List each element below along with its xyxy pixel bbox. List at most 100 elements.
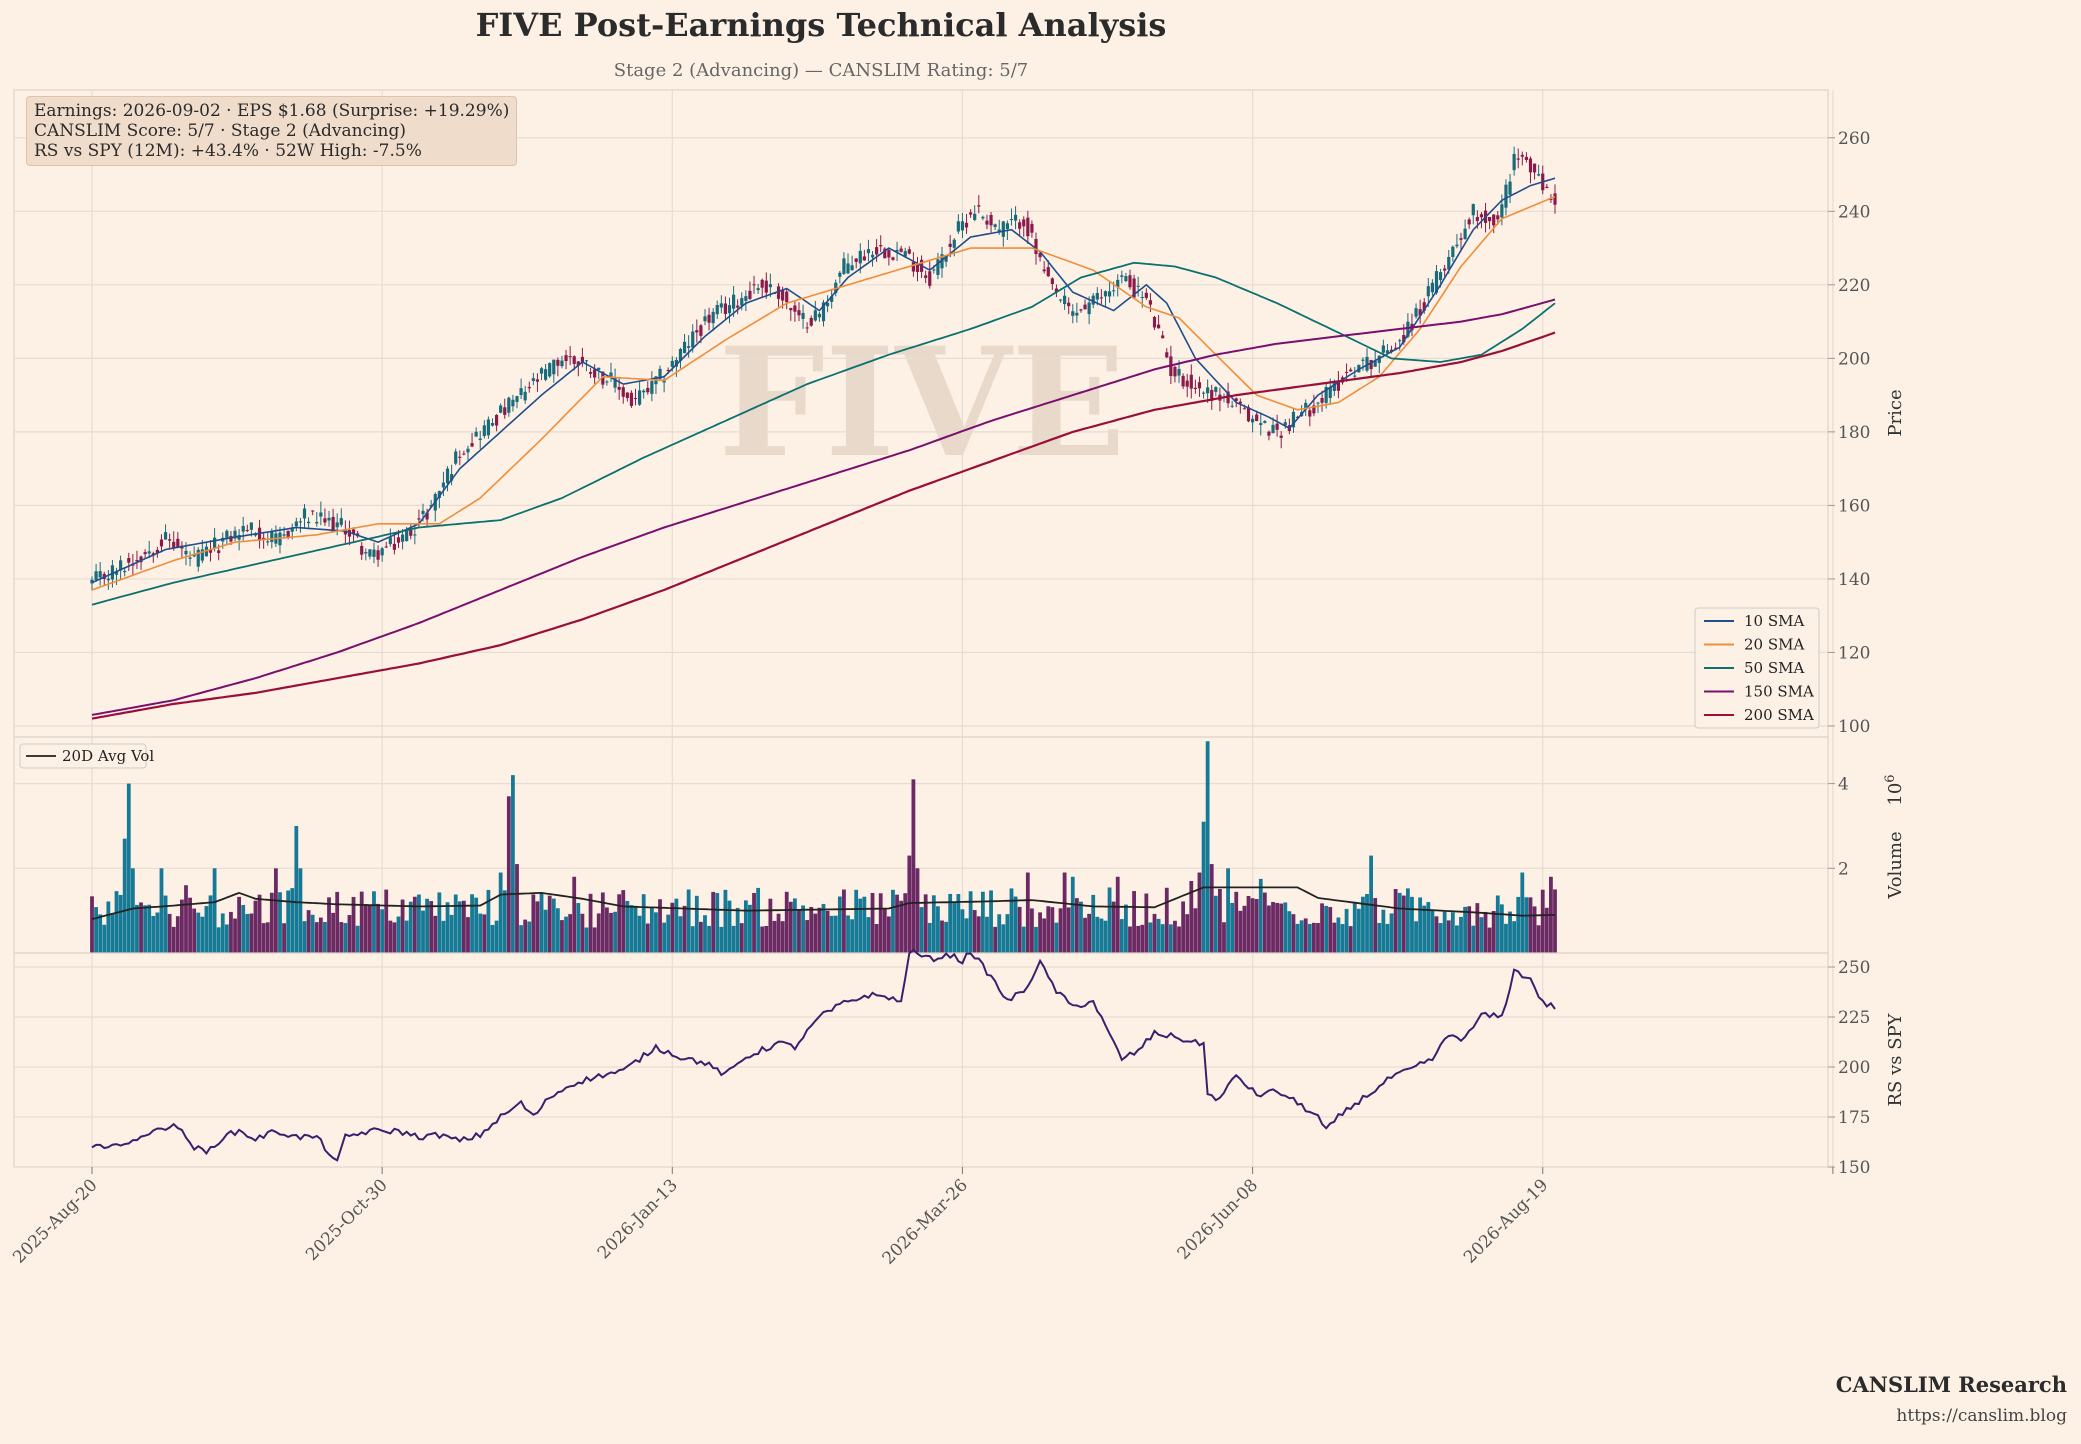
candle-body bbox=[482, 425, 486, 437]
volume-bar bbox=[1074, 898, 1079, 953]
candle-body bbox=[119, 560, 123, 571]
candle-body bbox=[392, 543, 397, 550]
volume-bar bbox=[703, 915, 707, 953]
candle-body bbox=[1030, 223, 1034, 233]
candle-body bbox=[1418, 309, 1422, 316]
volume-bar bbox=[1152, 913, 1157, 953]
avg-volume-line bbox=[91, 886, 1556, 920]
volume-bar bbox=[135, 904, 139, 953]
volume-bar bbox=[797, 909, 801, 953]
volume-bar bbox=[188, 897, 192, 953]
candle-body bbox=[638, 390, 642, 405]
price-tick-label: 120 bbox=[1838, 643, 1870, 663]
volume-bar bbox=[809, 906, 814, 953]
volume-bar bbox=[433, 915, 438, 953]
volume-bar bbox=[351, 896, 356, 953]
volume-bar bbox=[122, 838, 127, 953]
volume-bar bbox=[1136, 925, 1141, 953]
volume-bar bbox=[175, 916, 180, 953]
candle-body bbox=[1185, 380, 1189, 387]
volume-bar bbox=[143, 905, 148, 953]
volume-bar bbox=[502, 890, 507, 953]
volume-bar bbox=[359, 891, 364, 953]
volume-bar bbox=[592, 927, 597, 953]
legend-label: 10 SMA bbox=[1744, 612, 1804, 630]
volume-bar bbox=[1324, 905, 1329, 953]
price-tick-label: 220 bbox=[1838, 276, 1870, 296]
candle-body bbox=[474, 431, 478, 437]
candle-body bbox=[270, 531, 274, 543]
volume-bar bbox=[118, 894, 123, 953]
candle-body bbox=[584, 360, 589, 362]
candle-body bbox=[1430, 282, 1435, 293]
volume-bar bbox=[282, 923, 286, 953]
candle-body bbox=[936, 259, 940, 275]
candle-body bbox=[1488, 217, 1492, 222]
volume-bar bbox=[960, 909, 965, 953]
candle-body bbox=[1451, 246, 1455, 257]
candle-body bbox=[621, 387, 625, 397]
candle-body bbox=[1112, 290, 1116, 292]
volume-bar bbox=[1381, 909, 1386, 953]
volume-bar bbox=[1528, 897, 1533, 953]
volume-bar bbox=[903, 893, 908, 953]
volume-bar bbox=[441, 920, 446, 953]
candle-body bbox=[670, 360, 674, 367]
candle-body bbox=[1177, 368, 1181, 376]
candle-body bbox=[981, 216, 985, 219]
candle-body bbox=[1246, 407, 1251, 422]
candle-body bbox=[1524, 156, 1528, 160]
volume-bar bbox=[1512, 921, 1517, 953]
candle-body bbox=[944, 255, 948, 262]
volume-bar bbox=[1508, 911, 1512, 953]
candle-body bbox=[1398, 340, 1402, 342]
volume-bar bbox=[792, 898, 797, 953]
candle-body bbox=[1193, 387, 1197, 389]
candle-body bbox=[339, 518, 343, 525]
volume-y-ticks: 24 bbox=[1828, 775, 1849, 879]
volume-bar bbox=[208, 895, 213, 953]
volume-bar bbox=[629, 905, 634, 953]
volume-bar bbox=[985, 916, 989, 953]
volume-bar bbox=[584, 927, 589, 953]
candle-body bbox=[805, 327, 809, 329]
candle-body bbox=[903, 251, 907, 257]
volume-bar bbox=[1128, 926, 1132, 953]
volume-bar bbox=[1173, 920, 1177, 953]
volume-bar bbox=[564, 916, 568, 953]
sma-lines bbox=[91, 177, 1556, 720]
volume-bar bbox=[801, 905, 805, 953]
candle-body bbox=[1492, 214, 1496, 226]
volume-bar bbox=[854, 889, 859, 953]
volume-bar bbox=[919, 907, 924, 953]
candle-body bbox=[1054, 288, 1059, 292]
volume-bar bbox=[1246, 895, 1251, 953]
volume-bar bbox=[1042, 918, 1047, 953]
candle-body bbox=[1230, 405, 1234, 407]
candle-body bbox=[1189, 374, 1193, 389]
volume-bar bbox=[163, 895, 168, 953]
volume-bar bbox=[412, 896, 417, 953]
volume-bar bbox=[568, 914, 573, 953]
volume-bar bbox=[94, 907, 98, 953]
candle-body bbox=[527, 386, 531, 389]
candle-body bbox=[1402, 334, 1406, 343]
candle-body bbox=[184, 550, 188, 555]
volume-bar bbox=[870, 892, 875, 953]
volume-bar bbox=[429, 901, 434, 953]
candle-body bbox=[302, 508, 307, 519]
volume-bar bbox=[976, 916, 981, 953]
volume-bar bbox=[506, 796, 511, 953]
candle-body bbox=[956, 221, 960, 232]
volume-bar bbox=[617, 894, 622, 953]
volume-bar bbox=[891, 889, 895, 953]
candle-body bbox=[409, 528, 413, 536]
volume-bar bbox=[1119, 919, 1124, 953]
volume-bar bbox=[392, 922, 397, 953]
volume-legend-label: 20D Avg Vol bbox=[62, 747, 154, 765]
price-legend: 10 SMA 20 SMA 50 SMA 150 SMA 200 SMA bbox=[1694, 607, 1820, 729]
candle-body bbox=[286, 530, 290, 538]
candle-body bbox=[351, 529, 356, 534]
candle-body bbox=[687, 346, 691, 348]
candle-body bbox=[776, 286, 781, 299]
